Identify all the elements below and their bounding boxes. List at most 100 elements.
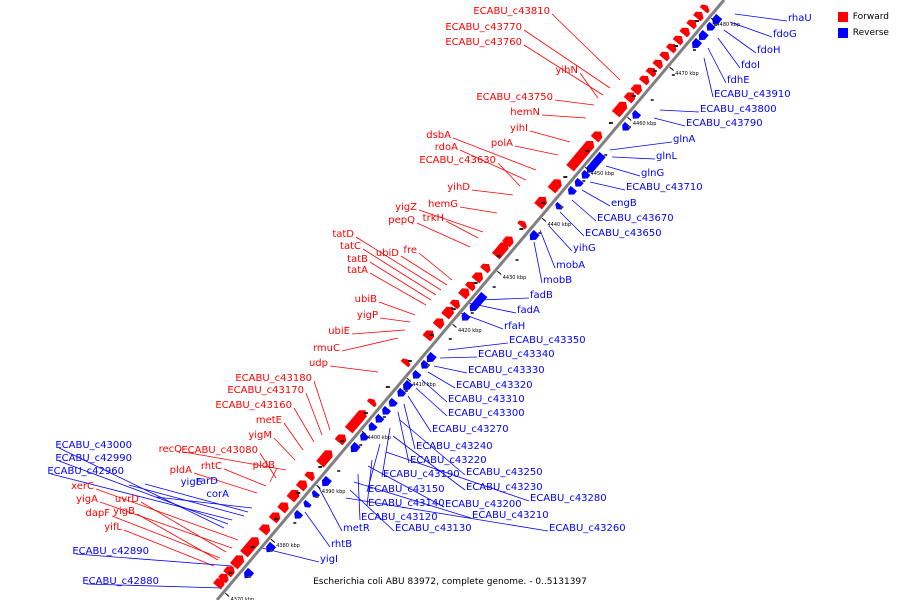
gene-label-yige: yigE [181, 477, 202, 488]
gene-label-ecabu-c43910: ECABU_c43910 [714, 89, 791, 100]
leader-yigm [273, 437, 296, 461]
leader-yihg [548, 225, 573, 252]
gene-label-yigi: yigI [320, 554, 338, 565]
reverse-gene-28 [698, 29, 709, 41]
forward-gene-39 [666, 43, 677, 54]
leader-ecabu-c43250 [399, 419, 466, 476]
gene-label-ecabu-c43000: ECABU_c43000 [55, 440, 132, 451]
reverse-gene-21 [568, 185, 577, 195]
gene-label-fadb: fadB [530, 290, 553, 301]
tick-4390-kbp-label: 4390 kbp [322, 489, 346, 495]
gene-label-dsba: dsbA [426, 130, 451, 141]
leader-hemn [541, 114, 587, 119]
gene-label-fre: fre [403, 245, 417, 256]
genome-backbone [215, 0, 726, 600]
leader-ecabu-c43130 [349, 489, 395, 532]
gene-label-rdoa: rdoA [435, 142, 458, 153]
fwd-marker [296, 492, 301, 494]
leader-ecabu-c43310 [421, 379, 448, 403]
gene-label-ecabu-c43650: ECABU_c43650 [585, 228, 662, 239]
rev-marker [315, 496, 319, 498]
forward-gene-11 [316, 450, 333, 468]
fwd-marker [363, 412, 368, 414]
leader-cora [155, 496, 253, 509]
leader-xerc [95, 488, 239, 541]
forward-gene-31 [590, 131, 603, 143]
gene-label-yigm: yigM [248, 430, 272, 441]
legend-forward-swatch [837, 12, 848, 22]
reverse-gene-18 [469, 291, 488, 312]
leader-ecabu-c43190 [381, 427, 391, 478]
gene-label-plda: pldA [170, 465, 192, 476]
gene-label-ecabu-c43200: ECABU_c43200 [445, 499, 522, 510]
reverse-gene-23 [581, 169, 591, 179]
gene-label-ecabu-c43350: ECABU_c43350 [509, 335, 586, 346]
leader-ecabu-c42890 [75, 553, 233, 567]
gene-label-ecabu-c43710: ECABU_c43710 [626, 182, 703, 193]
legend-forward-label: Forward [852, 12, 889, 22]
forward-gene-26 [517, 220, 527, 230]
forward-gene-9 [295, 480, 308, 492]
forward-gene-29 [566, 146, 590, 172]
gene-label-ecabu-c43230: ECABU_c43230 [466, 482, 543, 493]
gene-label-ecabu-c43340: ECABU_c43340 [478, 349, 555, 360]
gene-label-rfah: rfaH [504, 321, 525, 332]
reverse-gene-20 [555, 201, 564, 210]
forward-gene-25 [502, 236, 514, 248]
leader-ecabu-c43710 [589, 181, 626, 191]
tick-4470-kbp-mark [669, 66, 674, 71]
tick-4370-kbp-mark [224, 592, 230, 597]
leader-yifl [123, 529, 215, 567]
leader-udp [329, 365, 379, 373]
gene-label-uvrd: uvrD [115, 494, 139, 505]
fwd-marker [274, 518, 279, 520]
forward-gene-24 [491, 242, 509, 260]
leader-rmuc [341, 337, 399, 352]
forward-gene-4 [240, 537, 260, 558]
gene-label-fada: fadA [517, 305, 540, 316]
leader-ecabu-c43340 [439, 356, 478, 359]
legend-reverse-swatch [837, 28, 848, 38]
gene-label-yifl: yifL [104, 522, 122, 533]
gene-label-fdog: fdoG [773, 29, 797, 40]
reverse-gene-10 [382, 405, 391, 415]
gene-label-ecabu-c43270: ECABU_c43270 [432, 424, 509, 435]
rev-marker [538, 232, 542, 234]
fwd-marker [429, 334, 434, 336]
leader-yigp [379, 317, 411, 323]
forward-gene-10 [304, 471, 315, 482]
gene-label-ecabu-c43150: ECABU_c43150 [368, 484, 445, 495]
gene-label-ecabu-c42880: ECABU_c42880 [82, 576, 159, 587]
forward-gene-6 [268, 512, 281, 524]
reverse-gene-22 [574, 177, 584, 187]
fwd-marker [385, 386, 390, 388]
reverse-gene-25 [622, 121, 631, 131]
gene-label-ecabu-c43300: ECABU_c43300 [448, 408, 525, 419]
leader-yigb [136, 513, 219, 561]
leader-yiga [99, 501, 233, 549]
fwd-marker [673, 45, 678, 47]
leader-glna [609, 141, 673, 151]
leader-hemg [459, 206, 498, 214]
leader-pola [514, 145, 559, 156]
gene-label-rhau: rhaU [788, 13, 812, 24]
gene-label-ecabu-c43800: ECABU_c43800 [700, 104, 777, 115]
leader-trkh [445, 220, 479, 239]
gene-label-glna: glnA [673, 134, 695, 145]
reverse-gene-15 [420, 359, 430, 369]
rev-marker [448, 338, 452, 340]
rev-marker [492, 286, 496, 288]
leader-fre [418, 252, 453, 281]
rev-marker [382, 416, 386, 418]
rev-marker [650, 99, 654, 101]
fwd-marker [608, 122, 613, 124]
fwd-marker [695, 20, 700, 22]
gene-label-hemg: hemG [428, 199, 458, 210]
forward-gene-32 [611, 101, 628, 118]
rev-marker [404, 390, 408, 392]
leader-ecabu-c43630 [497, 162, 521, 187]
leader-glnl [611, 156, 656, 160]
fwd-marker [228, 572, 233, 574]
tick-4470-kbp-label: 4470 kbp [675, 71, 699, 77]
leader-glng [605, 165, 641, 177]
